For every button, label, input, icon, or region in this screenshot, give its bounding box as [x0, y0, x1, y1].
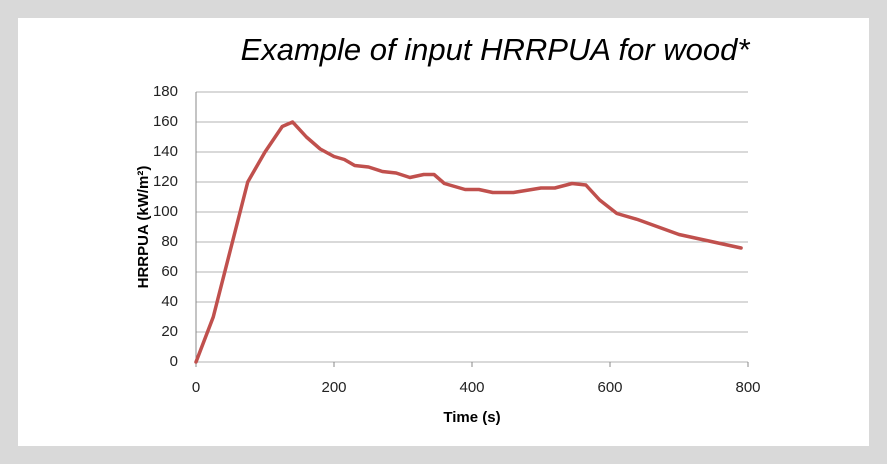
y-tick-label: 20	[161, 323, 178, 340]
y-tick-label: 180	[153, 83, 178, 100]
y-tick-label: 40	[161, 293, 178, 310]
y-tick-label: 60	[161, 263, 178, 280]
y-tick-label: 100	[153, 203, 178, 220]
y-tick-label: 80	[161, 233, 178, 250]
y-tick-label: 140	[153, 143, 178, 160]
y-tick-label: 120	[153, 173, 178, 190]
chart-background	[18, 18, 869, 446]
x-tick-label: 400	[459, 379, 484, 396]
x-tick-label: 600	[597, 379, 622, 396]
x-tick-label: 0	[192, 379, 200, 396]
y-tick-label: 160	[153, 113, 178, 130]
chart-title: Example of input HRRPUA for wood*	[241, 32, 751, 67]
x-tick-label: 800	[735, 379, 760, 396]
y-axis-title: HRRPUA (kW/m²)	[135, 166, 152, 289]
data-line	[194, 120, 743, 364]
y-tick-label: 0	[170, 353, 178, 370]
x-tick-label: 200	[321, 379, 346, 396]
x-axis-title: Time (s)	[443, 409, 500, 426]
